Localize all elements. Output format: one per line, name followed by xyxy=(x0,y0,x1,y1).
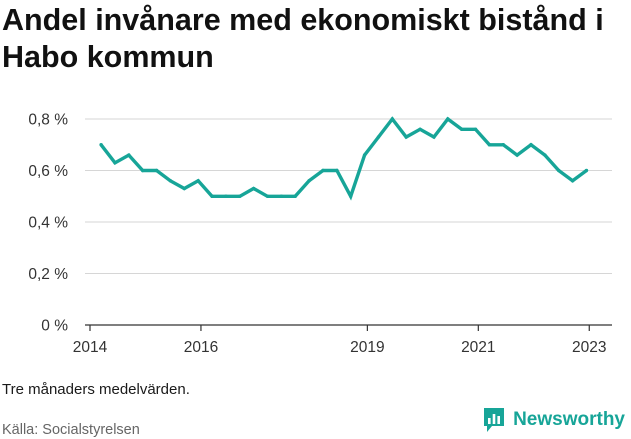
data-point xyxy=(168,179,173,183)
data-point xyxy=(376,135,381,139)
data-point xyxy=(140,168,145,173)
data-point xyxy=(557,168,561,173)
data-point xyxy=(418,127,422,131)
data-point xyxy=(99,143,103,147)
data-point xyxy=(459,127,464,131)
data-point xyxy=(321,168,325,173)
data-point xyxy=(335,168,339,173)
x-tick-label: 2023 xyxy=(572,339,606,356)
data-point xyxy=(570,179,575,183)
y-tick-label: 0 % xyxy=(41,318,68,335)
data-point xyxy=(210,194,214,198)
data-point xyxy=(182,186,186,191)
data-point xyxy=(307,179,311,183)
data-point xyxy=(584,168,589,173)
chart-title: Andel invånare med ekonomiskt bistånd i … xyxy=(2,3,604,74)
data-point xyxy=(251,186,256,191)
data-point xyxy=(265,194,270,198)
data-point xyxy=(238,194,242,198)
data-point xyxy=(127,153,131,157)
x-tick-label: 2019 xyxy=(350,339,384,356)
data-point xyxy=(279,194,284,198)
data-point xyxy=(446,117,450,121)
data-point xyxy=(432,135,436,139)
data-point xyxy=(515,153,519,157)
y-tick-label: 0,8 % xyxy=(28,112,68,129)
data-point xyxy=(196,179,200,183)
data-point xyxy=(404,135,408,139)
x-tick-label: 2014 xyxy=(73,339,108,356)
data-point xyxy=(113,161,117,165)
source-text: Källa: Socialstyrelsen xyxy=(2,422,140,438)
data-point xyxy=(362,153,367,157)
data-point xyxy=(529,143,533,147)
data-point xyxy=(543,153,547,157)
brand-name: Newsworthy xyxy=(513,409,625,430)
data-point xyxy=(154,168,159,173)
newsworthy-icon xyxy=(484,408,505,432)
brand-logo[interactable]: Newsworthy xyxy=(482,407,625,433)
y-tick-label: 0,4 % xyxy=(28,215,68,232)
data-point xyxy=(390,117,395,121)
y-tick-label: 0,2 % xyxy=(28,266,68,283)
data-point xyxy=(349,194,353,198)
y-tick-label: 0,6 % xyxy=(28,163,68,180)
series-line xyxy=(99,116,588,201)
x-tick-label: 2021 xyxy=(461,339,495,356)
x-tick-label: 2016 xyxy=(184,339,218,356)
data-point xyxy=(487,143,492,147)
chart-note: Tre månaders medelvärden. xyxy=(2,381,190,398)
data-point xyxy=(224,194,228,198)
data-point xyxy=(293,194,297,198)
data-point xyxy=(501,143,505,147)
data-point xyxy=(473,127,478,131)
